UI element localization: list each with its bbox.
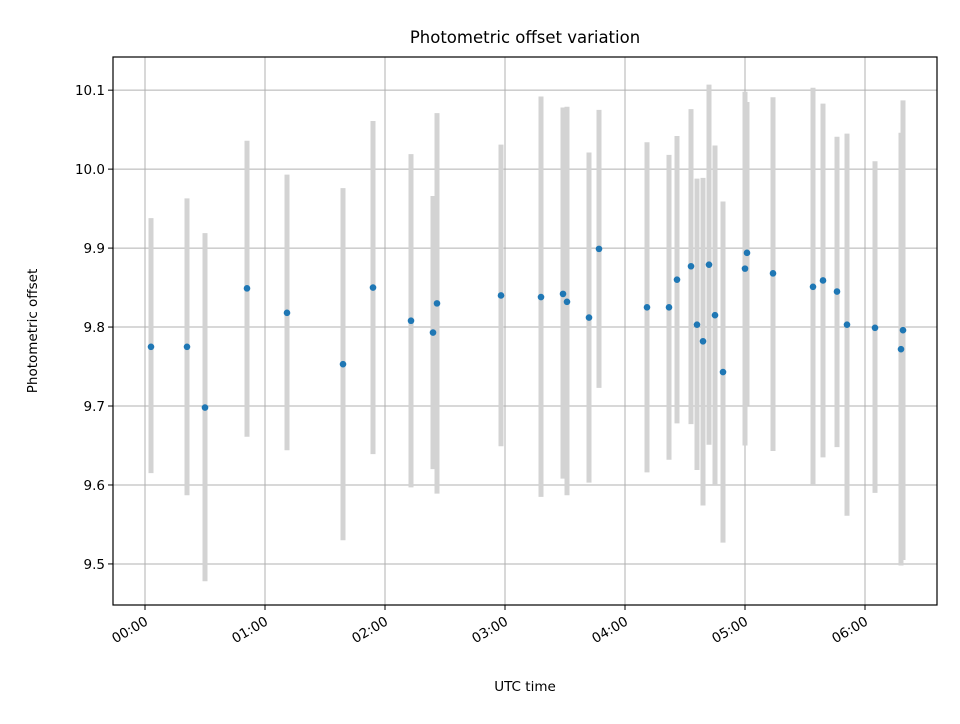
- data-point: [433, 300, 441, 307]
- data-point: [369, 284, 377, 291]
- data-point: [699, 337, 707, 345]
- data-point: [899, 326, 907, 334]
- data-point: [673, 276, 681, 283]
- data-point: [743, 249, 751, 257]
- data-point: [595, 245, 603, 253]
- data-point: [563, 298, 571, 306]
- data-point: [497, 292, 505, 299]
- y-tick-label: 9.5: [84, 557, 105, 573]
- point-layer: [147, 245, 907, 411]
- data-point: [559, 290, 567, 298]
- y-tick-label: 9.7: [84, 399, 105, 415]
- data-point: [407, 317, 415, 325]
- data-point: [429, 329, 437, 336]
- data-point: [719, 368, 727, 376]
- data-point: [201, 404, 209, 411]
- data-point: [339, 360, 347, 368]
- chart-title: Photometric offset variation: [410, 28, 640, 47]
- y-tick-label: 9.8: [84, 320, 105, 336]
- y-axis-ticks: 9.5 9.6 9.7 9.8 9.9 10.0 10.1: [75, 83, 113, 573]
- data-point: [833, 288, 841, 295]
- data-point: [243, 285, 251, 292]
- data-point: [643, 304, 651, 311]
- data-point: [183, 343, 191, 351]
- data-point: [147, 343, 155, 351]
- data-point: [711, 311, 719, 319]
- data-point: [665, 304, 673, 311]
- data-point: [283, 309, 291, 317]
- data-point: [687, 262, 695, 270]
- x-axis-label: UTC time: [494, 679, 556, 695]
- data-point: [819, 277, 827, 284]
- data-point: [843, 321, 851, 328]
- data-point: [693, 321, 701, 328]
- data-point: [537, 293, 545, 301]
- data-point: [871, 324, 879, 332]
- data-point: [741, 265, 749, 272]
- plot-frame: [112, 56, 938, 606]
- data-point: [809, 283, 817, 291]
- data-point: [769, 270, 777, 277]
- data-point: [585, 314, 593, 321]
- y-tick-label: 9.6: [84, 478, 105, 494]
- y-tick-label: 10.1: [75, 83, 105, 99]
- y-tick-label: 9.9: [84, 241, 105, 257]
- y-tick-label: 10.0: [75, 162, 105, 178]
- data-point: [705, 261, 713, 268]
- data-point: [897, 345, 905, 353]
- y-axis-label: Photometric offset: [25, 269, 41, 393]
